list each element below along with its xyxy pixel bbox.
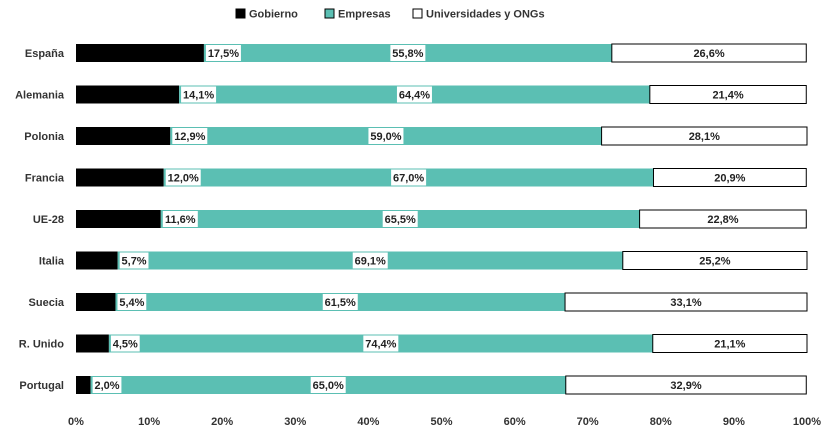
data-label-bg-gobierno-polonia (172, 128, 208, 144)
bar-gobierno-ue-28 (76, 210, 161, 228)
data-label-bg-empresas-r-unido (363, 335, 399, 352)
data-label-bg-gobierno-suecia (117, 294, 147, 310)
category-label-italia: Italia (39, 256, 65, 268)
data-label-gobierno-italia: 5,7% (122, 256, 147, 268)
category-label-espana: España (25, 48, 65, 60)
category-label-francia: Francia (25, 173, 65, 185)
legend-label-empresas: Empresas (338, 9, 391, 21)
data-label-bg-empresas-alemania (396, 86, 432, 103)
x-tick-label-3: 30% (284, 416, 306, 428)
legend-swatch-gobierno (235, 8, 246, 19)
data-label-empresas-alemania: 64,4% (399, 90, 430, 102)
bar-universidades-y-ongs-italia (622, 251, 808, 270)
data-label-gobierno-espana: 17,5% (208, 48, 239, 60)
data-label-universidades-y-ongs-alemania: 21,4% (712, 90, 743, 102)
bar-gobierno-espana (76, 44, 204, 62)
data-label-universidades-y-ongs-r-unido: 21,1% (714, 339, 745, 351)
category-label-polonia: Polonia (24, 131, 65, 143)
category-label-ue-28: UE-28 (33, 214, 64, 226)
legend-swatch-empresas (324, 8, 335, 19)
category-labels: España Alemania Polonia Francia UE-28 Italia S… (15, 48, 65, 392)
data-label-bg-empresas-suecia (322, 294, 358, 310)
bar-gobierno-portugal (76, 376, 91, 394)
data-label-universidades-y-ongs-francia: 20,9% (714, 173, 745, 185)
data-label-empresas-portugal: 65,0% (313, 380, 344, 392)
bar-universidades-y-ongs-r-unido (652, 334, 808, 353)
bar-universidades-y-ongs-ue-28 (639, 209, 807, 229)
x-axis-ticks: 0% 10% 20% 30% 40% 50% 60% 70% 80% 90% 100% (68, 416, 821, 428)
x-tick-label-1: 10% (138, 416, 160, 428)
x-tick-label-0: 0% (68, 416, 84, 428)
bar-gobierno-alemania (76, 85, 180, 104)
x-tick-label-5: 50% (430, 416, 452, 428)
x-tick-label-6: 60% (504, 416, 526, 428)
data-label-universidades-y-ongs-espana: 26,6% (693, 48, 724, 60)
bar-universidades-y-ongs-espana (611, 43, 807, 63)
data-label-universidades-y-ongs-italia: 25,2% (699, 256, 730, 268)
data-label-bg-gobierno-r-unido (110, 335, 140, 352)
data-label-empresas-espana: 55,8% (392, 48, 423, 60)
x-tick-label-10: 100% (793, 416, 821, 428)
category-label-suecia: Suecia (29, 297, 65, 309)
bar-universidades-y-ongs-suecia (564, 292, 808, 312)
x-tick-label-8: 80% (650, 416, 672, 428)
legend-label-universidades-y-ongs: Universidades y ONGs (426, 9, 545, 21)
x-tick-label-2: 20% (211, 416, 233, 428)
data-label-universidades-y-ongs-suecia: 33,1% (670, 297, 701, 309)
data-label-bg-empresas-espana (390, 45, 426, 61)
x-tick-label-7: 70% (577, 416, 599, 428)
data-label-empresas-r-unido: 74,4% (365, 339, 396, 351)
data-label-bg-empresas-portugal (310, 377, 346, 393)
category-label-portugal: Portugal (19, 380, 64, 392)
bar-universidades-y-ongs-polonia (601, 126, 808, 146)
data-label-empresas-ue-28: 65,5% (385, 214, 416, 226)
legend-swatch-universidades-y-ongs (412, 8, 423, 19)
x-tick-label-9: 90% (723, 416, 745, 428)
bars (76, 43, 808, 395)
bar-gobierno-r-unido (76, 334, 109, 353)
data-label-bg-gobierno-ue-28 (162, 211, 198, 227)
bar-universidades-y-ongs-portugal (565, 375, 807, 395)
data-labels: 17,5% 55,8% 26,6% 14,1% 64,4% 21,4% 12,9% 59,0%… (92, 45, 746, 393)
data-label-bg-gobierno-portugal (92, 377, 122, 393)
category-label-alemania: Alemania (15, 90, 65, 102)
data-label-empresas-francia: 67,0% (393, 173, 424, 185)
data-label-gobierno-r-unido: 4,5% (113, 339, 138, 351)
data-label-gobierno-alemania: 14,1% (183, 90, 214, 102)
bar-universidades-y-ongs-alemania (649, 85, 807, 104)
data-label-gobierno-francia: 12,0% (168, 173, 199, 185)
data-label-bg-empresas-italia (352, 252, 388, 269)
bar-universidades-y-ongs-francia (652, 168, 807, 187)
bar-gobierno-francia (76, 168, 164, 187)
data-label-bg-gobierno-espana (205, 45, 241, 61)
data-label-bg-gobierno-alemania (181, 86, 217, 103)
data-label-empresas-polonia: 59,0% (370, 131, 401, 143)
data-label-bg-empresas-polonia (368, 128, 404, 144)
data-label-bg-empresas-francia (391, 169, 427, 186)
legend-label-gobierno: Gobierno (249, 9, 298, 21)
data-label-gobierno-portugal: 2,0% (94, 380, 119, 392)
data-label-empresas-italia: 69,1% (355, 256, 386, 268)
data-label-bg-gobierno-italia (119, 252, 149, 269)
data-label-bg-empresas-ue-28 (382, 211, 418, 227)
bar-gobierno-polonia (76, 127, 171, 145)
data-label-universidades-y-ongs-polonia: 28,1% (689, 131, 720, 143)
data-label-gobierno-ue-28: 11,6% (165, 214, 196, 226)
data-label-gobierno-suecia: 5,4% (119, 297, 144, 309)
data-label-gobierno-polonia: 12,9% (174, 131, 205, 143)
data-label-universidades-y-ongs-portugal: 32,9% (670, 380, 701, 392)
legend: Gobierno Empresas Universidades y ONGs (235, 8, 545, 21)
data-label-bg-gobierno-francia (165, 169, 201, 186)
x-tick-label-4: 40% (357, 416, 379, 428)
category-label-r-unido: R. Unido (19, 339, 64, 351)
data-label-universidades-y-ongs-ue-28: 22,8% (707, 214, 738, 226)
data-label-empresas-suecia: 61,5% (325, 297, 356, 309)
bar-gobierno-suecia (76, 293, 116, 311)
bar-gobierno-italia (76, 251, 118, 270)
